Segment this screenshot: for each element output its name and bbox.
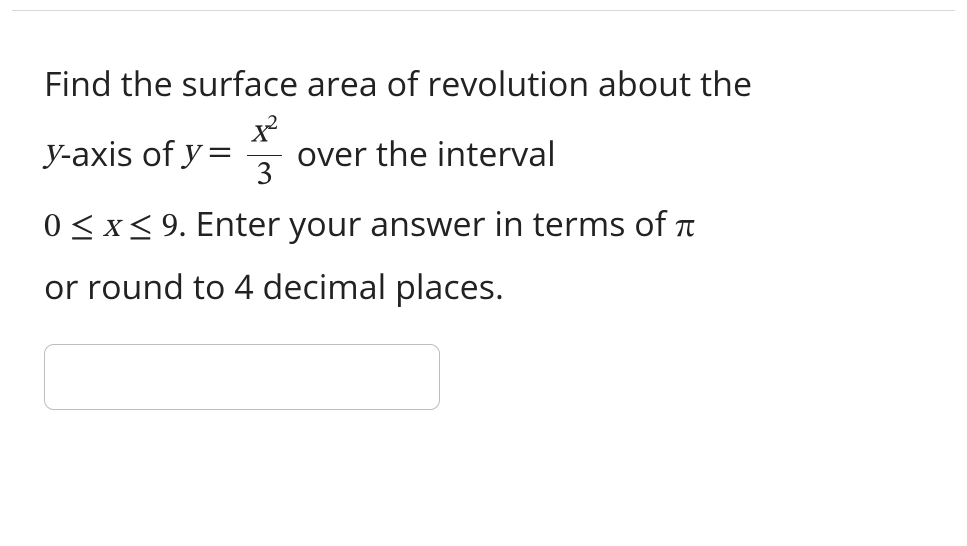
fraction-denominator: 3	[247, 155, 282, 195]
fraction: x2 3	[247, 113, 282, 195]
numerator-base: x	[251, 116, 267, 150]
problem-line-1: Find the surface area of revolution abou…	[44, 55, 923, 113]
answer-area	[0, 316, 967, 438]
problem-statement: Find the surface area of revolution abou…	[0, 11, 967, 316]
fraction-numerator: x2	[247, 113, 282, 155]
intro-text: Find the surface area of revolution abou…	[44, 60, 752, 106]
pi-symbol: π	[675, 211, 695, 245]
inequality-upper: 9.	[161, 211, 186, 245]
inequality-le-2: ≤	[128, 211, 152, 245]
numerator-exponent: 2	[267, 114, 277, 135]
inequality-le-1: ≤	[70, 211, 94, 245]
answer-input[interactable]	[44, 344, 440, 410]
inequality-lower: 0	[44, 211, 61, 245]
problem-line-3: 0 ≤ x ≤ 9. Enter your answer in terms of…	[44, 195, 923, 258]
instruction-tail: or round to 4 decimal places.	[44, 263, 504, 309]
axis-tail: -axis of	[60, 125, 173, 183]
axis-variable: y	[44, 125, 60, 183]
inequality-var: x	[103, 211, 119, 245]
problem-line-2: y-axis of y = x2 3 over the interval	[44, 113, 923, 195]
instruction-mid: Enter your answer in terms of	[196, 200, 667, 246]
interval-lead: over the interval	[297, 125, 556, 183]
equals-sign: =	[208, 125, 232, 183]
equation-lhs: y	[182, 125, 198, 183]
problem-line-4: or round to 4 decimal places.	[44, 258, 923, 316]
